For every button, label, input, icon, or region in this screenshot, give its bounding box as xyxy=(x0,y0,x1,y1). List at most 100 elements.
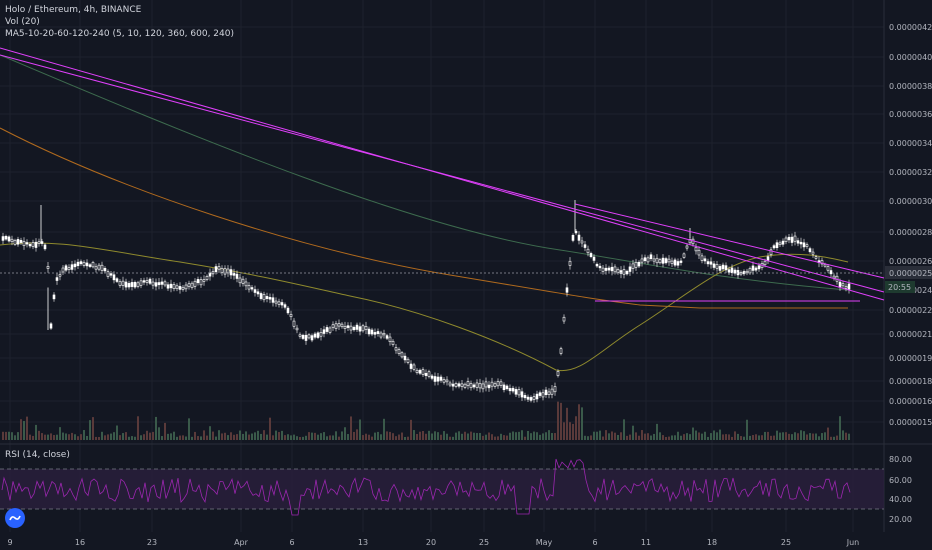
volume-bar xyxy=(185,436,187,440)
candle-body xyxy=(562,316,566,322)
ma-line-green xyxy=(0,54,849,291)
ma-legend[interactable]: MA5-10-20-60-120-240 (5, 10, 120, 360, 6… xyxy=(5,29,234,39)
candle-body xyxy=(508,388,512,392)
volume-bar xyxy=(389,431,391,440)
candle-body xyxy=(313,333,317,338)
volume-bar xyxy=(776,430,778,440)
volume-bar xyxy=(698,432,700,440)
candle-body xyxy=(184,284,188,290)
candle-body xyxy=(208,272,212,277)
candle-body xyxy=(223,268,227,275)
rsi-legend[interactable]: RSI (14, close) xyxy=(5,450,70,460)
candle-body xyxy=(403,355,407,361)
candle-body xyxy=(574,230,578,234)
candle-body xyxy=(217,266,221,270)
volume-bar xyxy=(824,432,826,440)
candle-body xyxy=(571,234,575,241)
volume-bar xyxy=(707,436,709,440)
time-axis[interactable]: 9 16 23 Apr 6 13 20 25 May 6 11 18 25 Jun xyxy=(7,538,859,547)
candle-body xyxy=(436,376,440,382)
time-tick-label: 25 xyxy=(781,538,791,547)
candle-body xyxy=(244,281,248,287)
candle-body xyxy=(175,285,179,289)
volume-bar xyxy=(779,432,781,440)
candle-body xyxy=(619,270,623,274)
volume-bar xyxy=(443,431,445,440)
candle-body xyxy=(391,340,395,345)
candle-body xyxy=(772,245,776,249)
volume-bar xyxy=(617,434,619,440)
candle-body xyxy=(13,240,17,245)
volume-bar xyxy=(44,434,46,440)
candle-body xyxy=(292,320,296,327)
candle-body xyxy=(703,258,707,262)
symbol-legend[interactable]: Holo / Ethereum, 4h, BINANCE xyxy=(5,5,142,15)
volume-bar xyxy=(602,436,604,440)
candle-body xyxy=(256,291,260,295)
volume-bar xyxy=(839,416,841,440)
volume-bar xyxy=(746,419,748,440)
candle-body xyxy=(544,389,548,396)
volume-bar xyxy=(71,432,73,440)
candle-body xyxy=(478,382,482,389)
volume-bar xyxy=(317,434,319,440)
candle-body xyxy=(604,267,608,271)
candle-body xyxy=(520,391,524,398)
volume-bar xyxy=(332,435,334,440)
candle-body xyxy=(178,286,182,290)
volume-bar xyxy=(611,431,613,440)
volume-bar xyxy=(200,436,202,440)
volume-bar xyxy=(647,433,649,440)
volume-bar xyxy=(2,431,4,440)
candle-body xyxy=(388,336,392,342)
volume-bar xyxy=(269,417,271,440)
candle-body xyxy=(694,246,698,252)
volume-bar xyxy=(848,433,850,440)
volume-bar xyxy=(794,432,796,440)
candle-body xyxy=(577,234,581,241)
volume-bar xyxy=(380,434,382,440)
volume-legend[interactable]: Vol (20) xyxy=(5,17,40,27)
volume-bar xyxy=(326,436,328,440)
volume-bar xyxy=(434,431,436,440)
rsi-line xyxy=(1,458,851,516)
candle-body xyxy=(133,282,137,288)
volume-bar xyxy=(713,430,715,440)
candle-body xyxy=(232,272,236,276)
candle-body xyxy=(169,283,173,289)
candle-body xyxy=(607,267,611,271)
candle-body xyxy=(742,271,746,275)
candle-body xyxy=(484,381,488,388)
volume-bar xyxy=(764,431,766,440)
volume-bar xyxy=(560,402,562,440)
candle-body xyxy=(709,261,713,265)
candle-body xyxy=(76,261,80,267)
candle-body xyxy=(319,332,323,337)
candle-body xyxy=(679,260,683,263)
volume-bar xyxy=(320,433,322,440)
candle-body xyxy=(667,258,671,263)
volume-bar xyxy=(836,435,838,440)
price-tick-label: 0.00000225 xyxy=(889,306,932,315)
time-tick-label: Apr xyxy=(234,538,249,547)
candle-body xyxy=(706,261,710,265)
candle-body xyxy=(685,245,689,249)
volume-bar xyxy=(668,436,670,440)
candle-body xyxy=(34,241,38,248)
volume-bar xyxy=(842,430,844,440)
candle-body xyxy=(295,327,299,331)
candle-body xyxy=(325,327,329,332)
candle-body xyxy=(721,264,725,270)
volume-bar xyxy=(656,423,658,440)
candle-body xyxy=(268,297,272,300)
volume-bar xyxy=(188,418,190,440)
candle-body xyxy=(340,323,344,328)
candle-body xyxy=(616,269,620,273)
tradingview-logo-icon[interactable] xyxy=(5,508,25,528)
volume-bar xyxy=(176,436,178,440)
volume-bar xyxy=(209,426,211,440)
